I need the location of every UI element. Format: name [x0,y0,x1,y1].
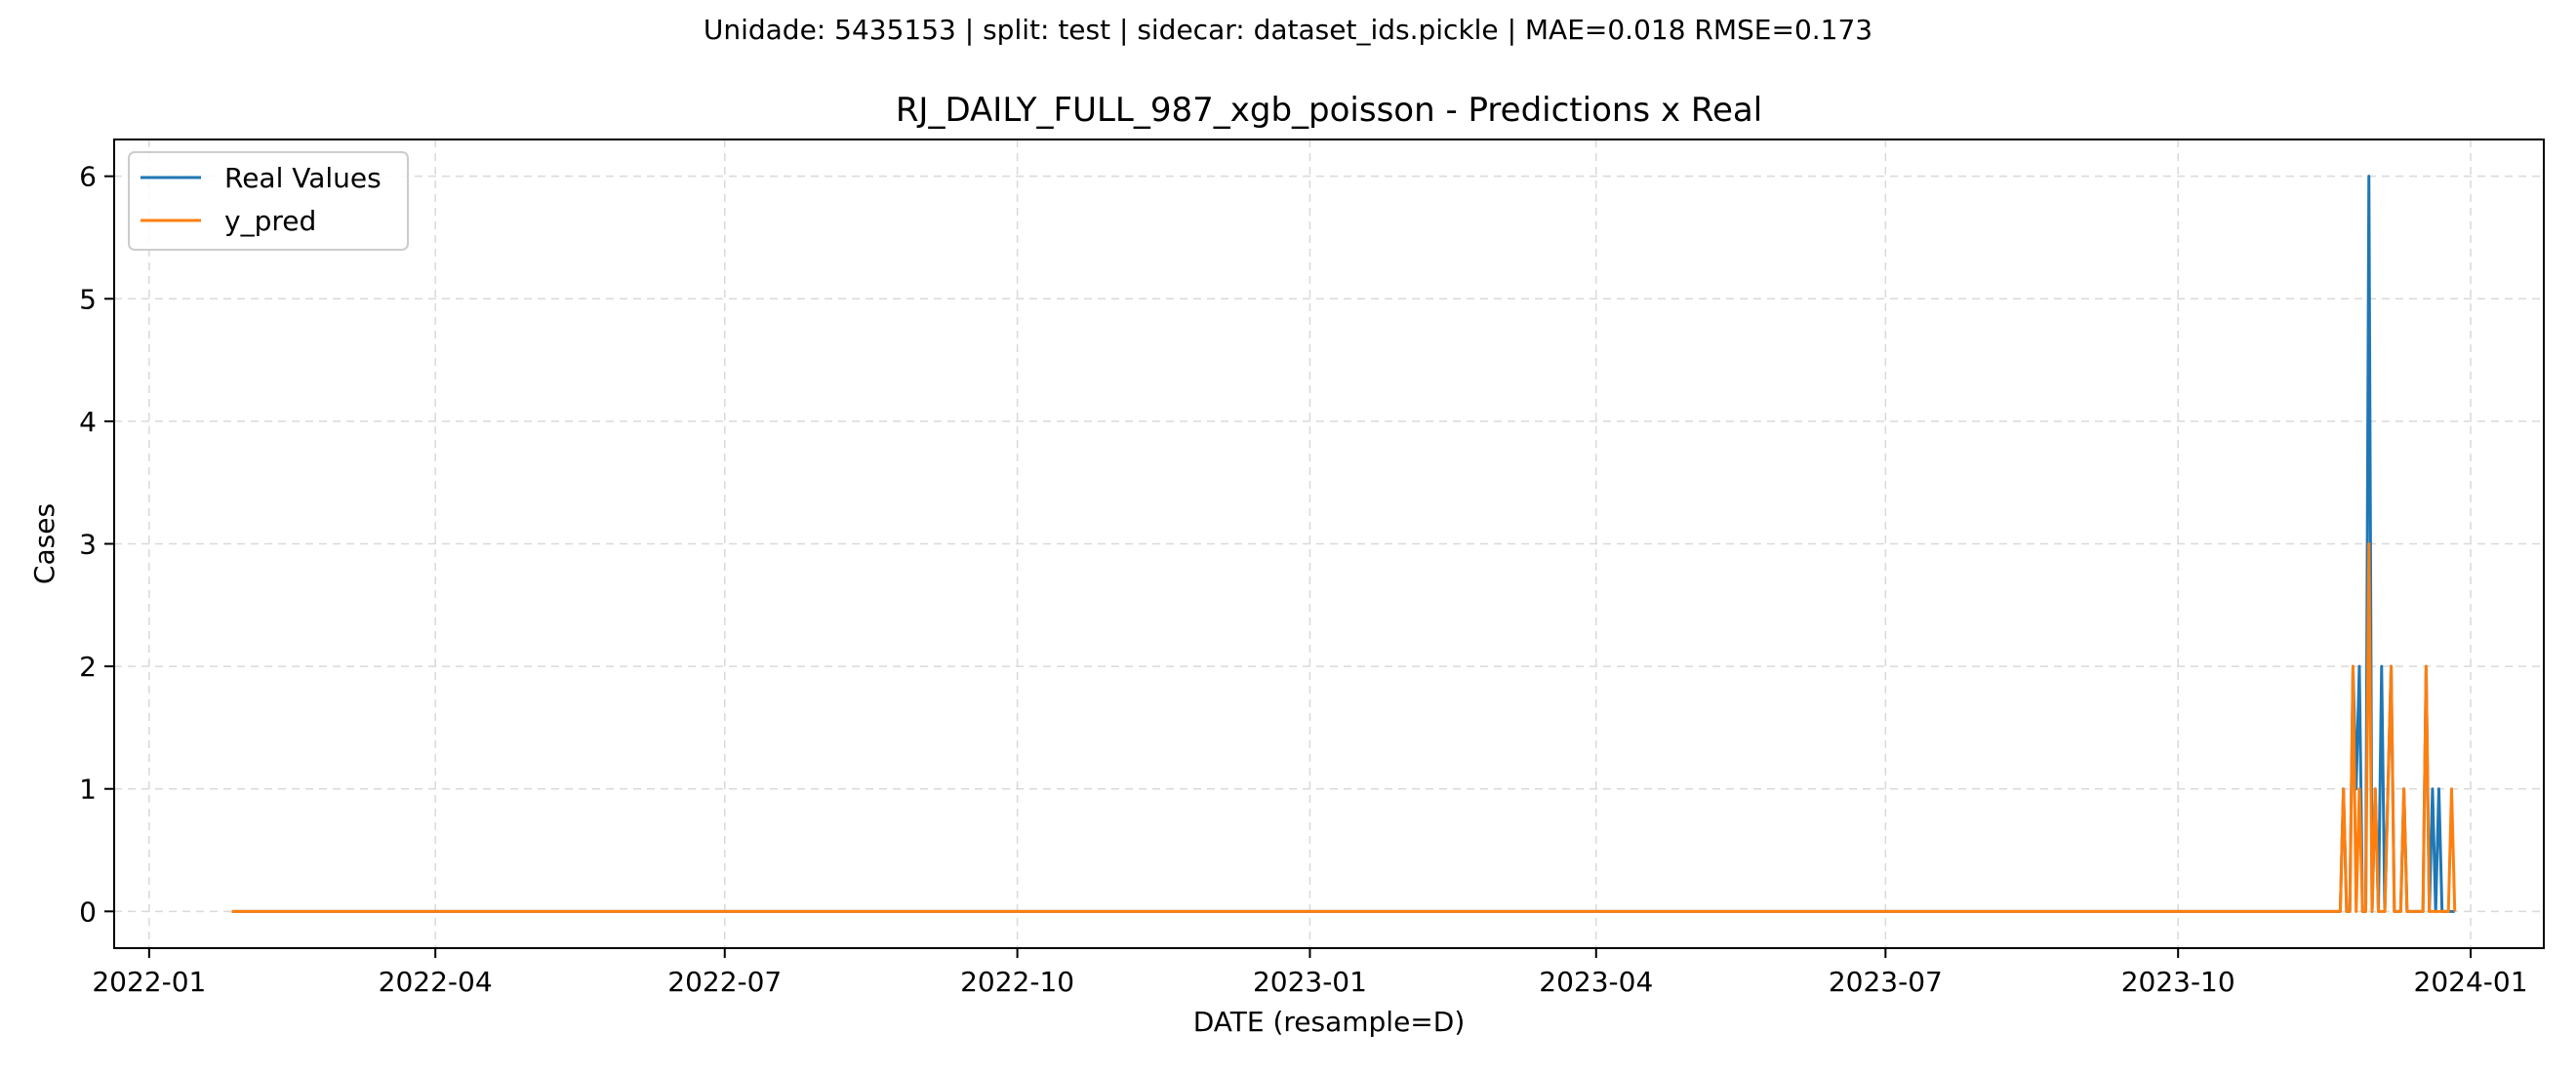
x-tick-label: 2022-04 [379,966,493,998]
y-tick-label: 1 [79,774,97,806]
y-tick-label: 0 [79,895,97,928]
grid-layer [114,139,2544,948]
y-tick-label: 6 [79,161,97,193]
chart-title: RJ_DAILY_FULL_987_xgb_poisson - Predicti… [896,91,1762,130]
y-tick-label: 2 [79,651,97,683]
x-tick-label: 2023-01 [1253,966,1367,998]
series-line-1 [231,542,2457,913]
x-tick-label: 2022-01 [92,966,206,998]
x-tick-label: 2023-04 [1539,966,1653,998]
x-axis-label: DATE (resample=D) [1193,1006,1466,1038]
tick-layer: 2022-01 2022-04 2022-07 2022-10 2023-01 2023-… [79,161,2527,998]
legend-label-1: y_pred [224,205,316,237]
x-tick-label: 2022-10 [960,966,1074,998]
series-layer [231,175,2457,913]
legend: Real Values y_pred [128,151,409,251]
x-tick-label: 2023-10 [2121,966,2235,998]
legend-label-0: Real Values [224,162,382,194]
x-tick-label: 2023-07 [1829,966,1943,998]
y-tick-label: 4 [79,406,97,438]
x-tick-label: 2022-07 [667,966,782,998]
y-axis-label: Cases [28,503,60,584]
y-tick-label: 5 [79,283,97,315]
y-tick-label: 3 [79,529,97,561]
figure-suptitle: Unidade: 5435153 | split: test | sidecar… [703,14,1873,46]
x-tick-label: 2024-01 [2414,966,2528,998]
